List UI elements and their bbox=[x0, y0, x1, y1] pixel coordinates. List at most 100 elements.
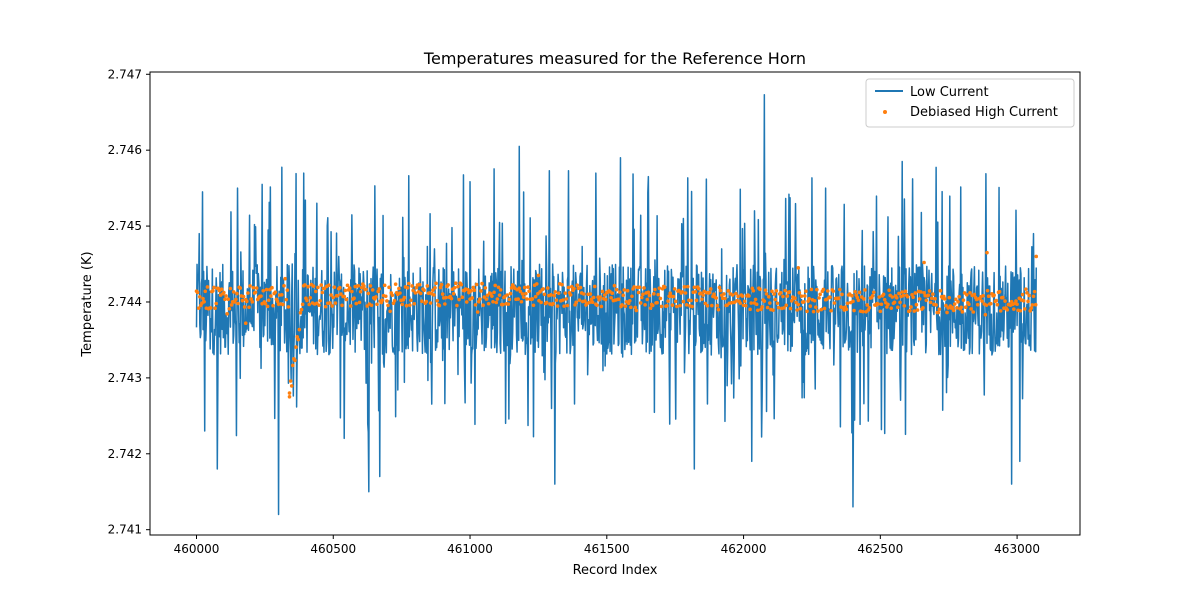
scatter-point bbox=[506, 302, 511, 306]
scatter-point bbox=[563, 291, 568, 295]
scatter-point bbox=[219, 287, 224, 292]
scatter-point bbox=[402, 295, 407, 300]
scatter-point bbox=[339, 292, 343, 296]
scatter-point bbox=[799, 294, 804, 298]
scatter-point bbox=[432, 293, 436, 297]
scatter-point bbox=[863, 288, 867, 292]
scatter-point bbox=[749, 301, 754, 305]
scatter-point bbox=[683, 291, 688, 295]
scatter-point bbox=[815, 287, 819, 292]
scatter-point bbox=[821, 287, 826, 292]
scatter-point bbox=[597, 297, 601, 302]
scatter-point bbox=[829, 308, 833, 313]
y-tick-label: 2.742 bbox=[108, 447, 142, 461]
scatter-point bbox=[265, 304, 270, 309]
scatter-point bbox=[901, 293, 906, 298]
scatter-point bbox=[1031, 294, 1036, 299]
scatter-point bbox=[813, 305, 818, 309]
scatter-point bbox=[223, 297, 227, 302]
scatter-point bbox=[475, 310, 480, 314]
scatter-point bbox=[998, 309, 1003, 313]
scatter-point bbox=[666, 299, 670, 303]
scatter-point bbox=[743, 303, 748, 308]
scatter-point bbox=[776, 305, 781, 310]
scatter-point bbox=[449, 296, 454, 301]
scatter-point bbox=[636, 290, 641, 295]
scatter-point bbox=[894, 295, 899, 300]
scatter-point bbox=[658, 296, 663, 301]
scatter-point bbox=[316, 285, 320, 290]
scatter-point bbox=[234, 297, 238, 302]
scatter-point bbox=[269, 294, 273, 298]
scatter-point bbox=[715, 303, 720, 308]
scatter-point bbox=[525, 297, 529, 301]
scatter-point bbox=[297, 327, 302, 332]
scatter-point bbox=[781, 294, 785, 299]
scatter-point bbox=[411, 288, 415, 293]
axis-spines bbox=[149, 71, 1081, 536]
scatter-point bbox=[934, 303, 938, 307]
scatter-point bbox=[317, 303, 321, 307]
scatter-point bbox=[574, 300, 578, 305]
scatter-point bbox=[1028, 309, 1033, 313]
scatter-point bbox=[595, 303, 599, 307]
x-tick-label: 463000 bbox=[994, 542, 1040, 556]
scatter-point bbox=[553, 290, 558, 294]
scatter-point bbox=[287, 395, 292, 399]
scatter-point bbox=[484, 297, 489, 301]
scatter-point bbox=[657, 286, 662, 290]
scatter-point bbox=[494, 300, 499, 305]
scatter-point bbox=[575, 283, 580, 287]
scatter-point bbox=[911, 295, 915, 300]
scatter-point bbox=[225, 312, 229, 316]
scatter-point bbox=[290, 363, 295, 368]
x-axis-ticks: 460000 460500 461000 461500 462000 462500 4630… bbox=[174, 535, 1040, 556]
scatter-point bbox=[896, 305, 900, 310]
scatter-point bbox=[933, 296, 937, 301]
scatter-point bbox=[764, 292, 769, 296]
scatter-point bbox=[480, 281, 484, 286]
scatter-point bbox=[196, 306, 201, 310]
scatter-point bbox=[736, 294, 740, 299]
scatter-point bbox=[960, 310, 965, 314]
scatter-point bbox=[612, 283, 617, 288]
scatter-point bbox=[889, 306, 894, 310]
scatter-point bbox=[1020, 292, 1025, 297]
scatter-point bbox=[288, 379, 293, 383]
scatter-point bbox=[675, 304, 679, 309]
scatter-point bbox=[693, 290, 698, 294]
scatter-point bbox=[350, 289, 354, 294]
scatter-point bbox=[903, 289, 908, 294]
scatter-point bbox=[572, 286, 576, 291]
scatter-point bbox=[983, 312, 988, 317]
scatter-point bbox=[235, 291, 239, 296]
scatter-point bbox=[599, 304, 604, 309]
scatter-point bbox=[646, 290, 651, 295]
scatter-point bbox=[464, 300, 469, 304]
scatter-point bbox=[443, 302, 447, 306]
scatter-point bbox=[275, 299, 280, 304]
scatter-point bbox=[865, 303, 869, 307]
scatter-point bbox=[770, 289, 774, 294]
scatter-point bbox=[912, 309, 917, 313]
scatter-point bbox=[984, 303, 989, 307]
scatter-point bbox=[294, 345, 298, 349]
scatter-point bbox=[459, 282, 464, 287]
scatter-point bbox=[544, 300, 549, 305]
scatter-point bbox=[369, 303, 374, 308]
scatter-point bbox=[822, 306, 827, 311]
x-axis-label: Record Index bbox=[573, 563, 658, 578]
scatter-point bbox=[533, 294, 538, 299]
scatter-point bbox=[383, 294, 388, 299]
scatter-point bbox=[552, 293, 557, 298]
scatter-point bbox=[266, 298, 271, 303]
scatter-point bbox=[347, 286, 352, 290]
scatter-point bbox=[485, 293, 490, 298]
scatter-point bbox=[388, 309, 392, 314]
scatter-point bbox=[844, 307, 849, 312]
scatter-point bbox=[307, 302, 311, 307]
scatter-point bbox=[856, 298, 861, 303]
scatter-point bbox=[222, 290, 226, 295]
scatter-point bbox=[621, 293, 626, 298]
scatter-point bbox=[805, 309, 809, 314]
